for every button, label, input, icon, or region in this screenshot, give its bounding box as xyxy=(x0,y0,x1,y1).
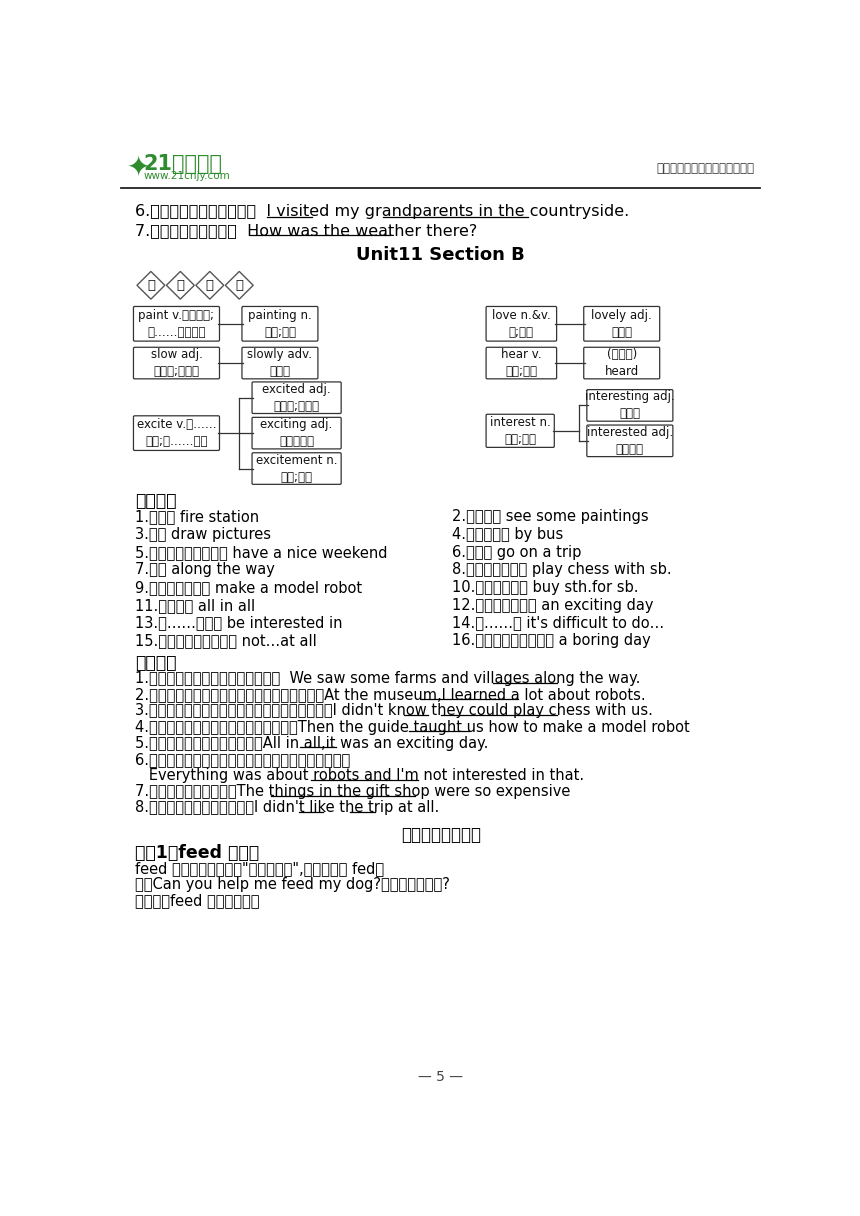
Text: 5.总之，这是令人兴奋的一天。All in all,it was an exciting day.: 5.总之，这是令人兴奋的一天。All in all,it was an exci… xyxy=(135,736,488,750)
Text: (过去式)
heard: (过去式) heard xyxy=(605,348,639,378)
Text: 1.沿途我们看到了一些农场和村庄。  We saw some farms and villages along the way.: 1.沿途我们看到了一些农场和村庄。 We saw some farms and … xyxy=(135,671,640,686)
Text: hear v.
听到;听见: hear v. 听到;听见 xyxy=(501,348,542,378)
Text: 1.消防站 fire station: 1.消防站 fire station xyxy=(135,510,259,524)
Text: 21世纪教育: 21世纪教育 xyxy=(143,153,222,174)
Text: Everything was about robots and I'm not interested in that.: Everything was about robots and I'm not … xyxy=(135,769,584,783)
FancyBboxPatch shape xyxy=(252,417,341,449)
FancyBboxPatch shape xyxy=(587,389,673,421)
Text: 6.我探望了乡下的祖父母。  I visited my grandparents in the countryside.: 6.我探望了乡下的祖父母。 I visited my grandparents … xyxy=(135,204,629,219)
Text: excitement n.
激动;兴奋: excitement n. 激动;兴奋 xyxy=(256,454,337,484)
FancyBboxPatch shape xyxy=(242,306,318,342)
Text: 词: 词 xyxy=(147,278,155,292)
Text: 13.对……感兴趣 be interested in: 13.对……感兴趣 be interested in xyxy=(135,615,342,631)
Text: 14.做……难 it's difficult to do…: 14.做……难 it's difficult to do… xyxy=(452,615,665,631)
Polygon shape xyxy=(196,271,224,299)
FancyBboxPatch shape xyxy=(587,426,673,457)
Text: 2.参观画展 see some paintings: 2.参观画展 see some paintings xyxy=(452,510,649,524)
Text: slowly adv.
缓慢地: slowly adv. 缓慢地 xyxy=(248,348,312,378)
Text: 考点1：feed 的用法: 考点1：feed 的用法 xyxy=(135,844,259,862)
Text: 换: 换 xyxy=(236,278,243,292)
Text: excite v.使……
兴奋;使……激动: excite v.使…… 兴奋;使……激动 xyxy=(137,418,216,449)
Text: 重点句型: 重点句型 xyxy=(135,654,176,672)
Text: love n.&v.
爱;热爱: love n.&v. 爱;热爱 xyxy=(492,309,550,339)
Text: paint v.用颜料画;
在……上刷油漆: paint v.用颜料画; 在……上刷油漆 xyxy=(138,309,214,339)
Text: 7.那儿的天气怎么样？  How was the weather there?: 7.那儿的天气怎么样？ How was the weather there? xyxy=(135,223,477,238)
Text: 【拓展】feed 的常用结构：: 【拓展】feed 的常用结构： xyxy=(135,894,259,908)
Text: interest n.
兴趣;趣味: interest n. 兴趣;趣味 xyxy=(490,416,550,446)
FancyBboxPatch shape xyxy=(486,306,556,342)
FancyBboxPatch shape xyxy=(584,348,660,379)
FancyBboxPatch shape xyxy=(133,306,219,342)
Text: interesting adj.
有趣的: interesting adj. 有趣的 xyxy=(585,390,675,421)
Text: excited adj.
激动的;兴奋的: excited adj. 激动的;兴奋的 xyxy=(262,383,331,412)
FancyBboxPatch shape xyxy=(242,348,318,379)
Text: interested adj.
感兴趣的: interested adj. 感兴趣的 xyxy=(587,426,673,456)
Text: exciting adj.
使人兴奋的: exciting adj. 使人兴奋的 xyxy=(261,418,333,449)
Polygon shape xyxy=(225,271,253,299)
Text: 单元重要考点背记: 单元重要考点背记 xyxy=(401,826,481,844)
Text: 重点短语: 重点短语 xyxy=(135,492,176,511)
Text: ✦: ✦ xyxy=(127,153,150,181)
Text: 10.给某人买某物 buy sth.for sb.: 10.给某人买某物 buy sth.for sb. xyxy=(452,580,639,595)
Text: 12.令人兴奋的一天 an exciting day: 12.令人兴奋的一天 an exciting day xyxy=(452,598,654,613)
FancyBboxPatch shape xyxy=(486,415,555,447)
FancyBboxPatch shape xyxy=(584,306,660,342)
Text: 16.令人感到乏味的一天 a boring day: 16.令人感到乏味的一天 a boring day xyxy=(452,634,651,648)
Text: feed 作及物动词，意为"喂养；饲养",其过去式为 fed。: feed 作及物动词，意为"喂养；饲养",其过去式为 fed。 xyxy=(135,861,384,877)
Text: 7.礼品店里的东西很贵。The things in the gift shop were so expensive: 7.礼品店里的东西很贵。The things in the gift shop … xyxy=(135,784,570,799)
Text: 变: 变 xyxy=(206,278,214,292)
Text: Unit11 Section B: Unit11 Section B xyxy=(356,246,525,264)
Text: www.21cnjy.com: www.21cnjy.com xyxy=(143,170,230,180)
Text: slow adj.
缓慢的;迟缓的: slow adj. 缓慢的;迟缓的 xyxy=(150,348,202,378)
Text: 4.然后导游教我们如何制作机器人模型。Then the guide taught us how to make a model robot: 4.然后导游教我们如何制作机器人模型。Then the guide taught… xyxy=(135,720,690,734)
Text: 8.我一点都不喜欢这次行程。I didn't like the trip at all.: 8.我一点都不喜欢这次行程。I didn't like the trip at … xyxy=(135,800,439,816)
Text: 11.总的说来 all in all: 11.总的说来 all in all xyxy=(135,598,255,613)
Text: 形: 形 xyxy=(176,278,184,292)
Text: 15.一点儿也不；根本不 not…at all: 15.一点儿也不；根本不 not…at all xyxy=(135,634,316,648)
Polygon shape xyxy=(137,271,165,299)
FancyBboxPatch shape xyxy=(252,452,341,484)
Polygon shape xyxy=(166,271,194,299)
Text: painting n.
油画;绘画: painting n. 油画;绘画 xyxy=(248,309,312,339)
Text: lovely adj.
可爱的: lovely adj. 可爱的 xyxy=(592,309,652,339)
FancyBboxPatch shape xyxy=(133,416,219,450)
FancyBboxPatch shape xyxy=(486,348,556,379)
FancyBboxPatch shape xyxy=(252,382,341,413)
Text: 2.在博物馆，我了解了很多有关机器人的事情。At the museum,I learned a lot about robots.: 2.在博物馆，我了解了很多有关机器人的事情。At the museum,I le… xyxy=(135,687,645,702)
FancyBboxPatch shape xyxy=(133,348,219,379)
Text: 6.去旅游 go on a trip: 6.去旅游 go on a trip xyxy=(452,545,581,559)
Text: 3.我以前并不知道它们能和我们一起下国际象棋。I didn't know they could play chess with us.: 3.我以前并不知道它们能和我们一起下国际象棋。I didn't know the… xyxy=(135,703,653,719)
Text: 如：Can you help me feed my dog?你能帮我喂狗吗?: 如：Can you help me feed my dog?你能帮我喂狗吗? xyxy=(135,878,450,893)
Text: 4.乘公共汽车 by bus: 4.乘公共汽车 by bus xyxy=(452,527,563,542)
Text: 5.度过一个愉快的周末 have a nice weekend: 5.度过一个愉快的周末 have a nice weekend xyxy=(135,545,387,559)
Text: — 5 —: — 5 — xyxy=(418,1070,464,1083)
Text: 7.沿途 along the way: 7.沿途 along the way xyxy=(135,563,274,578)
Text: 中小学教育资源及组卷应用平台: 中小学教育资源及组卷应用平台 xyxy=(657,162,754,175)
Text: 6.所有的东西都是关于机器人的，我对那并不感兴趣。: 6.所有的东西都是关于机器人的，我对那并不感兴趣。 xyxy=(135,751,350,767)
Text: 3.画画 draw pictures: 3.画画 draw pictures xyxy=(135,527,271,542)
Text: 9.制作机器人模型 make a model robot: 9.制作机器人模型 make a model robot xyxy=(135,580,362,595)
Text: 8.与某人一起下棋 play chess with sb.: 8.与某人一起下棋 play chess with sb. xyxy=(452,563,672,578)
Bar xyxy=(121,152,257,191)
